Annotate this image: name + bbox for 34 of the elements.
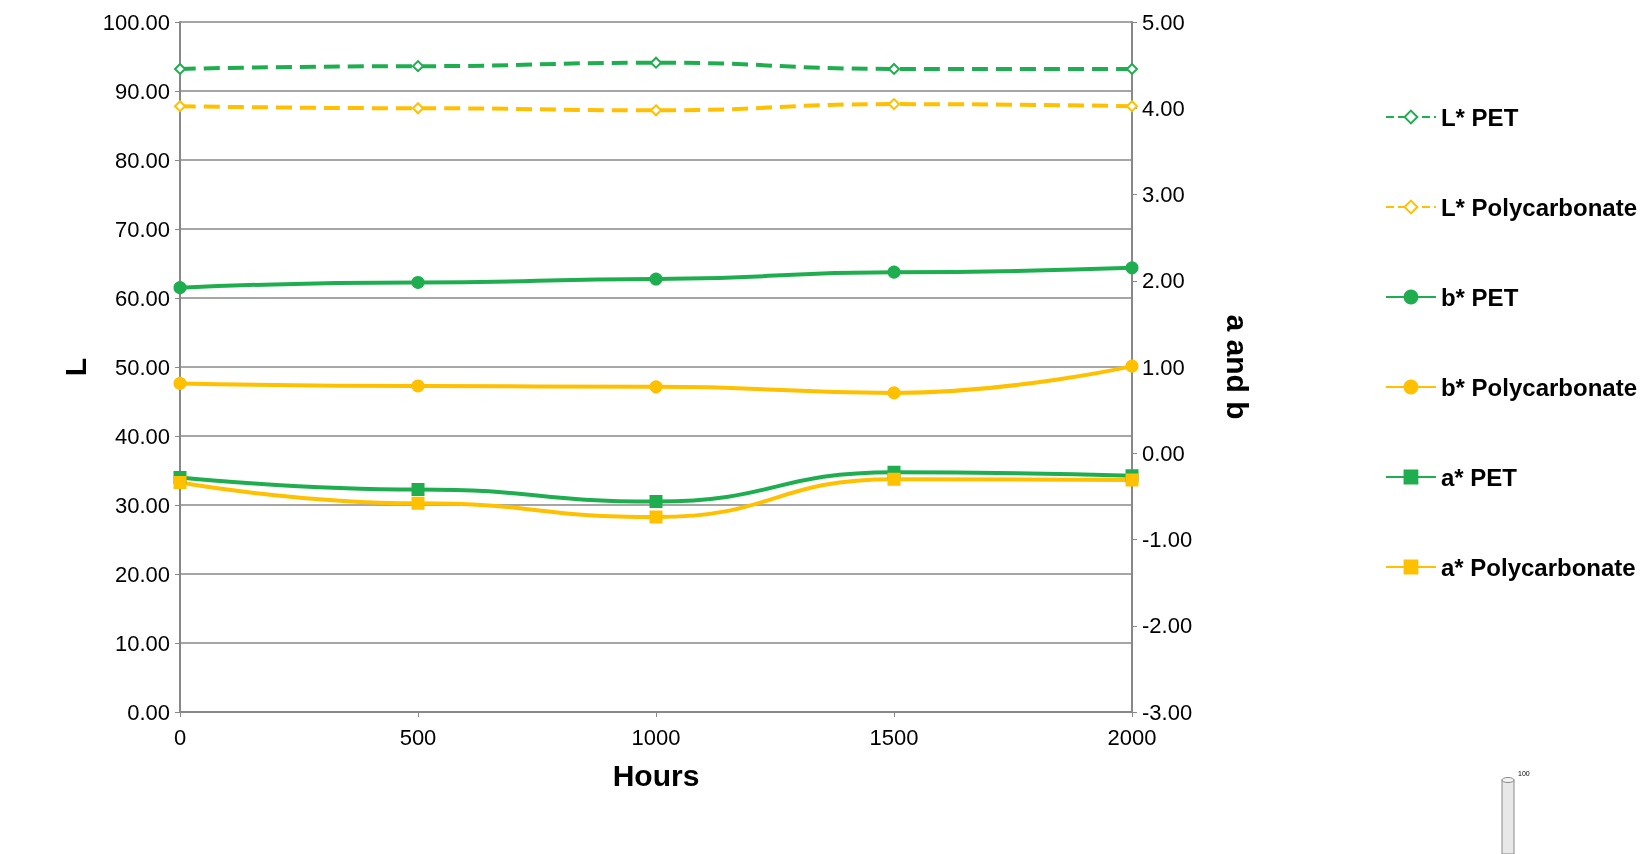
y-tick-label: 20.00 (114, 561, 170, 587)
y-tick-label: 40.00 (114, 423, 170, 449)
y-tick-label: 100.00 (102, 9, 170, 35)
x-tick-label: 2000 (1107, 724, 1157, 750)
y-tick-label: 80.00 (114, 147, 170, 173)
x-axis-title: Hours (612, 758, 700, 792)
x-tick-label: 1500 (869, 724, 919, 750)
y-tick-label: 90.00 (114, 78, 170, 104)
y2-axis-title: a and b (1220, 314, 1254, 420)
x-tick-label: 1000 (631, 724, 681, 750)
y-tick-label: 30.00 (114, 492, 170, 518)
y2-tick-label: 5.00 (1142, 9, 1185, 35)
x-tick-label: 500 (399, 724, 437, 750)
legend-label: b* PET (1440, 283, 1519, 311)
y-tick-label: 10.00 (114, 630, 170, 656)
legend-label: L* Polycarbonate (1440, 193, 1638, 221)
y2-tick-label: 1.00 (1142, 354, 1185, 380)
y2-tick-label: 4.00 (1142, 95, 1185, 121)
y2-tick-label: -1.00 (1142, 527, 1193, 552)
legend-label: L* PET (1440, 103, 1519, 131)
y-tick-label: 50.00 (114, 354, 170, 380)
legend-label: b* Polycarbonate (1440, 373, 1638, 401)
y2-tick-label: -2.00 (1142, 613, 1193, 639)
y2-tick-label: 0.00 (1142, 440, 1185, 466)
y2-tick-label: -3.00 (1142, 699, 1193, 725)
legend-label: a* PET (1440, 463, 1518, 491)
x-tick-label: 0 (173, 724, 187, 750)
y2-tick-label: 2.00 (1142, 268, 1185, 294)
y-tick-label: 70.00 (114, 216, 170, 242)
y-tick-label: 0.00 (127, 699, 170, 725)
y2-tick-label: 3.00 (1142, 182, 1185, 207)
legend-label: a* Polycarbonate (1440, 553, 1636, 581)
y-tick-label: 60.00 (114, 285, 170, 311)
y-axis-title: L (58, 357, 92, 377)
